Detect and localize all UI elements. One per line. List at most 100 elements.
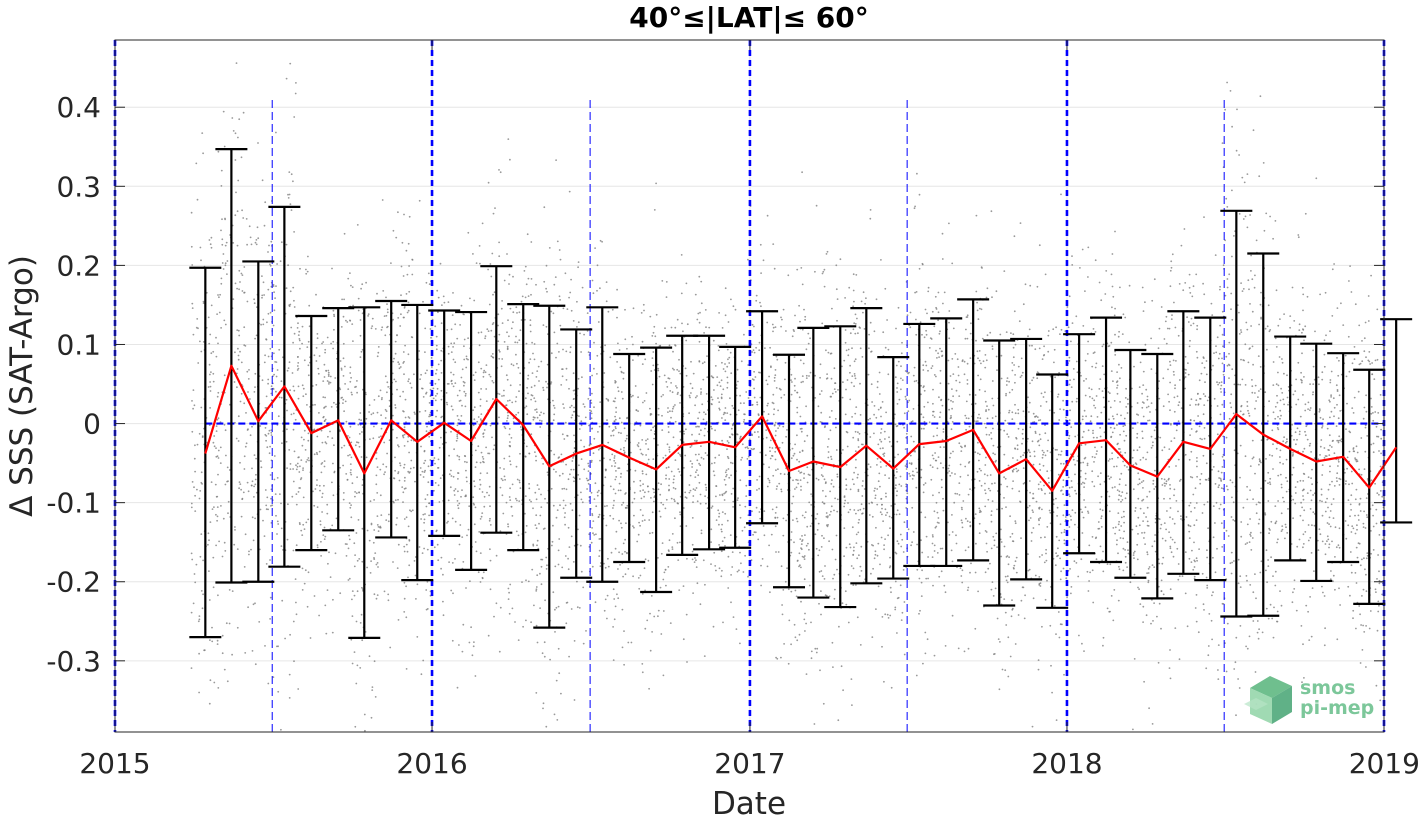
scatter-point: [581, 286, 584, 289]
scatter-point: [587, 351, 590, 353]
scatter-point: [359, 319, 362, 321]
scatter-point: [378, 436, 380, 439]
scatter-point: [249, 434, 252, 437]
scatter-point: [384, 471, 386, 473]
scatter-point: [996, 546, 998, 548]
scatter-point: [763, 534, 766, 537]
scatter-point: [270, 385, 273, 388]
scatter-point: [385, 314, 388, 317]
scatter-point: [460, 415, 463, 417]
scatter-point: [743, 526, 746, 529]
scatter-point: [817, 405, 820, 408]
scatter-point: [269, 618, 271, 620]
scatter-point: [727, 358, 729, 361]
scatter-point: [487, 181, 490, 184]
scatter-point: [385, 410, 388, 413]
scatter-point: [771, 508, 774, 511]
scatter-point: [931, 454, 934, 457]
scatter-point: [277, 690, 280, 693]
scatter-point: [875, 298, 878, 301]
scatter-point: [699, 464, 702, 467]
scatter-point: [737, 497, 739, 499]
scatter-point: [567, 526, 570, 529]
scatter-point: [830, 458, 833, 460]
scatter-point: [199, 340, 201, 343]
scatter-point: [677, 391, 679, 394]
scatter-point: [481, 456, 484, 458]
scatter-point: [297, 688, 300, 690]
scatter-point: [319, 489, 321, 492]
scatter-point: [379, 526, 382, 529]
scatter-point: [678, 358, 680, 361]
scatter-point: [625, 437, 628, 440]
scatter-point: [951, 388, 953, 390]
scatter-point: [718, 454, 720, 456]
scatter-point: [227, 500, 230, 503]
scatter-point: [399, 462, 401, 465]
scatter-point: [217, 150, 220, 153]
scatter-point: [869, 217, 872, 220]
scatter-point: [937, 352, 939, 355]
scatter-point: [901, 379, 904, 381]
scatter-point: [725, 343, 728, 345]
scatter-point: [506, 417, 509, 420]
scatter-point: [478, 344, 481, 347]
scatter-point: [498, 241, 500, 244]
scatter-point: [984, 505, 987, 508]
scatter-point: [556, 719, 559, 721]
scatter-point: [209, 407, 212, 409]
scatter-point: [633, 480, 635, 483]
scatter-point: [609, 514, 612, 517]
scatter-point: [381, 397, 383, 399]
scatter-point: [705, 393, 708, 395]
scatter-point: [734, 308, 737, 311]
scatter-point: [228, 589, 231, 591]
scatter-point: [1055, 535, 1058, 538]
scatter-point: [937, 456, 940, 458]
scatter-point: [1014, 403, 1016, 406]
scatter-point: [536, 484, 539, 486]
scatter-point: [462, 561, 465, 563]
scatter-point: [342, 357, 345, 360]
scatter-point: [536, 574, 539, 577]
scatter-point: [199, 555, 202, 558]
scatter-point: [200, 533, 203, 535]
scatter-point: [540, 493, 542, 496]
scatter-point: [235, 191, 237, 194]
scatter-point: [626, 416, 629, 419]
scatter-point: [775, 355, 778, 358]
scatter-point: [1018, 320, 1021, 323]
scatter-point: [1004, 419, 1007, 422]
scatter-point: [416, 583, 419, 586]
scatter-point: [239, 281, 241, 283]
scatter-point: [821, 322, 824, 325]
scatter-point: [379, 389, 382, 392]
scatter-point: [807, 342, 810, 345]
scatter-point: [463, 390, 466, 393]
scatter-point: [409, 467, 412, 470]
scatter-point: [770, 366, 772, 369]
scatter-point: [407, 525, 410, 528]
scatter-point: [215, 425, 218, 427]
scatter-point: [217, 449, 220, 452]
scatter-point: [822, 475, 824, 478]
scatter-point: [1030, 531, 1033, 534]
scatter-point: [356, 664, 359, 667]
scatter-point: [974, 571, 977, 574]
scatter-point: [723, 411, 726, 414]
scatter-point: [493, 444, 496, 447]
scatter-point: [898, 398, 901, 401]
scatter-point: [355, 385, 357, 388]
scatter-point: [938, 491, 940, 494]
scatter-point: [525, 445, 528, 448]
scatter-point: [1059, 408, 1061, 410]
scatter-point: [543, 206, 546, 209]
scatter-point: [1068, 526, 1071, 528]
scatter-point: [824, 565, 826, 567]
scatter-point: [435, 372, 437, 375]
scatter-point: [839, 258, 842, 261]
scatter-point: [1083, 380, 1085, 382]
scatter-point: [529, 330, 532, 333]
scatter-point: [680, 254, 683, 256]
scatter-point: [216, 515, 219, 518]
